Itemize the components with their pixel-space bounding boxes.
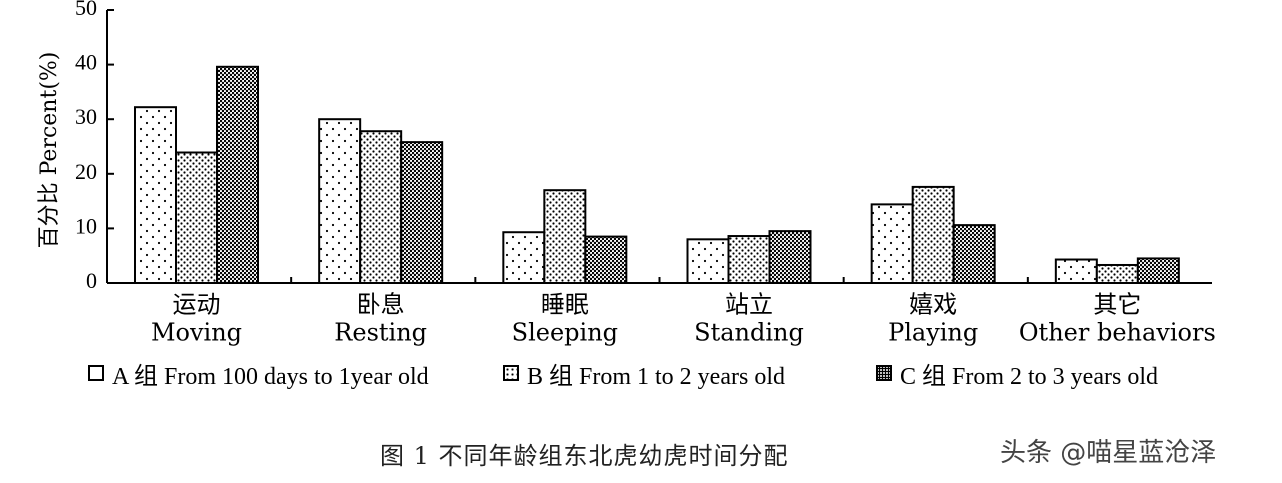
bar-c-moving	[216, 65, 259, 284]
legend-swatch-c	[876, 365, 892, 381]
bar-b-standing	[727, 235, 771, 285]
legend-label-c: C 组 From 2 to 3 years old	[900, 363, 1158, 390]
bar-b-moving	[175, 151, 218, 284]
category-label-zh: 卧息	[357, 291, 405, 319]
bar-a-sleeping	[502, 231, 546, 284]
bar-c-resting	[400, 141, 444, 284]
y-tick-label: 40	[75, 50, 97, 75]
bar-c-standing	[768, 230, 812, 285]
bar-c-playing	[952, 224, 996, 284]
category-label-en: Playing	[888, 319, 978, 347]
bars	[134, 65, 1180, 285]
legend-item-c: C 组 From 2 to 3 years old	[876, 356, 1158, 390]
legend-item-b: B 组 From 1 to 2 years old	[503, 356, 785, 390]
axes	[106, 9, 1212, 284]
bar-c-sleeping	[584, 235, 628, 284]
bar-a-playing	[870, 203, 914, 285]
y-axis-label: 百分比 Percent(%)	[37, 52, 62, 249]
legend-swatch-b	[503, 365, 519, 381]
category-label-en: Resting	[334, 319, 427, 347]
category-label-zh: 嬉戏	[909, 291, 957, 319]
bar-b-other-behaviors	[1095, 263, 1139, 284]
y-tick-label: 50	[75, 0, 97, 20]
watermark: 头条 @喵星蓝沧泽	[1000, 438, 1217, 468]
y-tick-label: 30	[75, 104, 97, 129]
y-tick-label: 10	[75, 213, 97, 238]
legend-swatch-a	[88, 365, 104, 381]
y-tick-label: 20	[75, 159, 97, 184]
bar-a-standing	[686, 238, 730, 285]
category-label-en: Standing	[694, 319, 804, 347]
bar-b-resting	[359, 130, 403, 284]
bar-a-resting	[318, 118, 362, 284]
category-label-en: Moving	[151, 319, 242, 347]
bar-b-playing	[911, 185, 955, 285]
category-label-en: Sleeping	[512, 319, 618, 347]
figure-caption: 图 1 不同年龄组东北虎幼虎时间分配	[380, 442, 789, 470]
legend-label-a: A 组 From 100 days to 1year old	[112, 363, 429, 390]
legend-item-a: A 组 From 100 days to 1year old	[88, 356, 429, 390]
legend-label-b: B 组 From 1 to 2 years old	[527, 363, 785, 390]
bar-c-other-behaviors	[1136, 257, 1180, 284]
legend: A 组 From 100 days to 1year old B 组 From …	[88, 356, 1238, 390]
bar-b-sleeping	[543, 189, 587, 284]
category-label-zh: 其它	[1093, 291, 1141, 319]
category-label-zh: 睡眠	[541, 291, 589, 319]
category-label-zh: 运动	[173, 291, 221, 319]
category-label-en: Other behaviors	[1019, 319, 1216, 347]
bar-a-other-behaviors	[1054, 258, 1098, 285]
category-label-zh: 站立	[725, 291, 773, 319]
bar-a-moving	[134, 106, 177, 284]
y-tick-label: 0	[86, 268, 97, 293]
